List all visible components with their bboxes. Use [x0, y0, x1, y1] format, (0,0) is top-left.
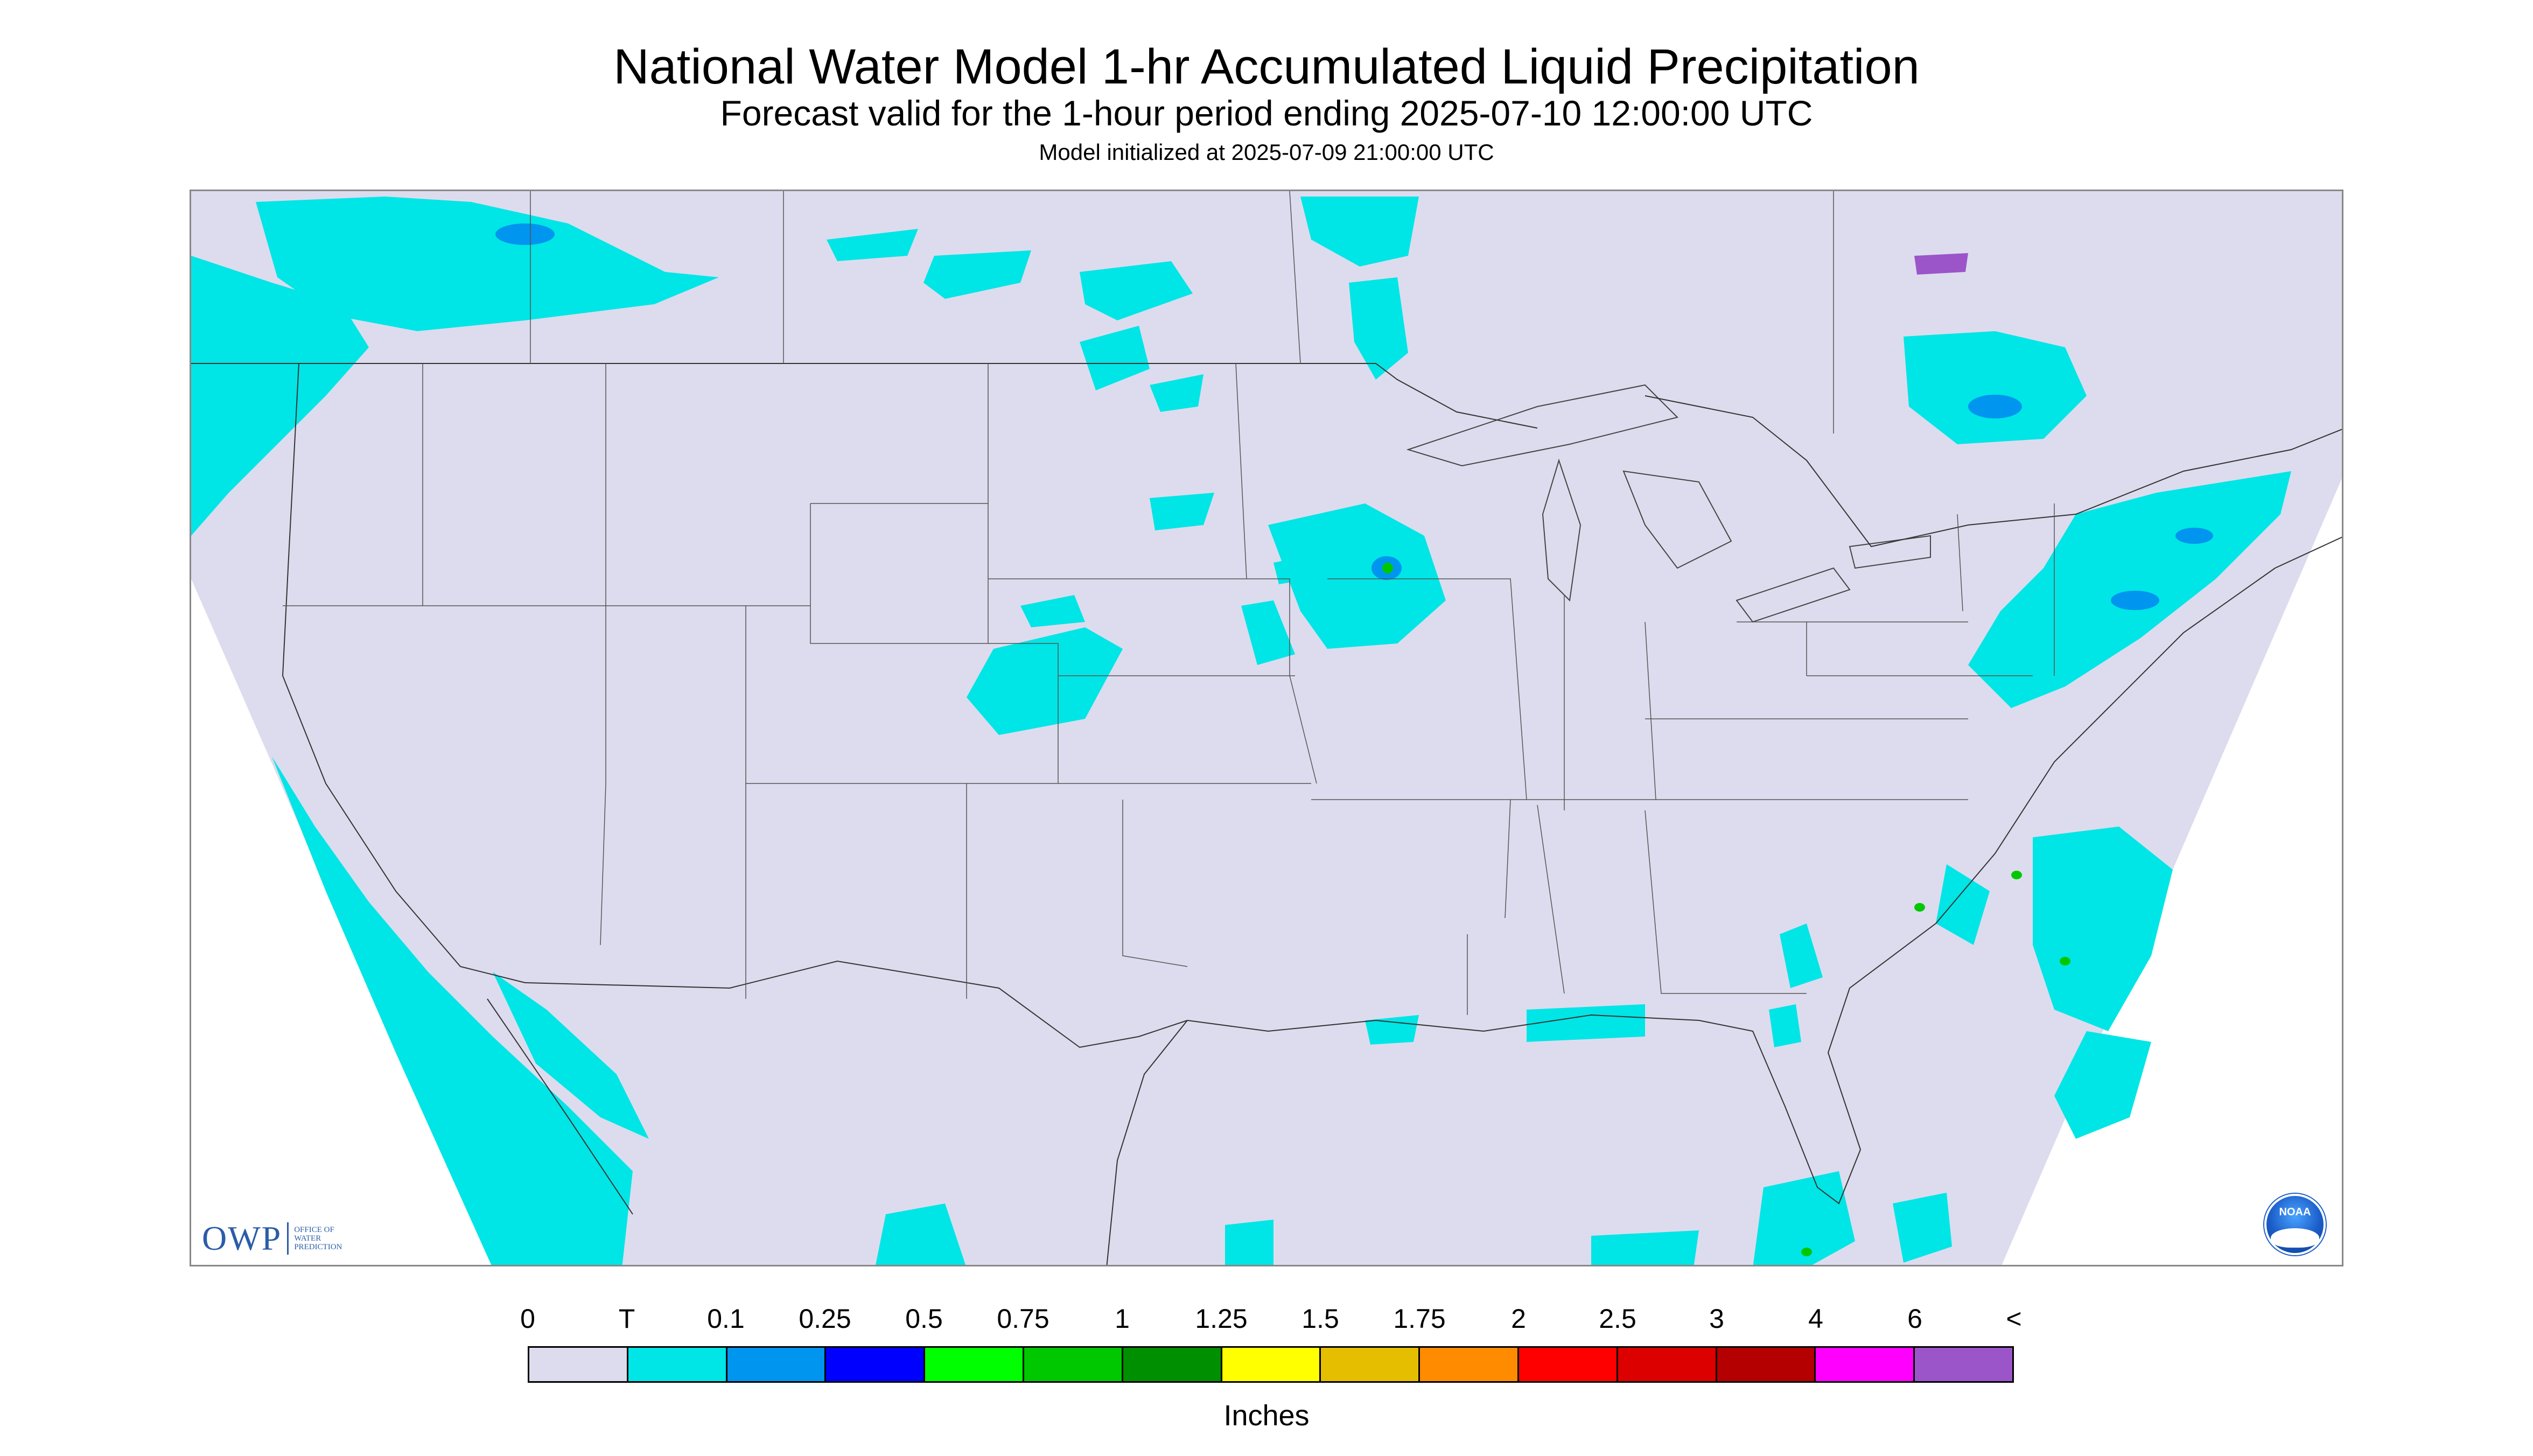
map-title: National Water Model 1-hr Accumulated Li… — [613, 39, 1920, 94]
model-init-note: Model initialized at 2025-07-09 21:00:00… — [1039, 139, 1494, 165]
lake-erie — [1736, 567, 1851, 623]
legend-swatch — [1618, 1348, 1717, 1381]
legend-swatch — [529, 1348, 628, 1381]
province-lines — [530, 191, 1834, 433]
legend-swatch — [1816, 1348, 1915, 1381]
forecast-valid-subtitle: Forecast valid for the 1-hour period end… — [720, 93, 1813, 133]
precip-area — [272, 757, 633, 1265]
precip-area — [967, 627, 1123, 735]
precip-area — [1300, 197, 1419, 267]
precip-area — [2033, 827, 2173, 1031]
precip-area — [1968, 395, 2022, 418]
owp-logo: OWP OFFICE OF WATER PREDICTION — [202, 1219, 342, 1258]
legend-tick-label: 3 — [1709, 1304, 1724, 1334]
precip-area — [493, 972, 649, 1139]
legend-tick-label: 1.75 — [1393, 1304, 1446, 1334]
lake-ontario — [1849, 535, 1931, 569]
legend-swatch — [1519, 1348, 1618, 1381]
legend-tick-label: 6 — [1907, 1304, 1922, 1334]
legend-swatch — [925, 1348, 1024, 1381]
legend-swatch — [1123, 1348, 1222, 1381]
precip-area — [1936, 864, 1990, 945]
owp-logo-mark: OWP — [202, 1219, 282, 1257]
precip-area — [827, 229, 918, 261]
legend-swatch — [1321, 1348, 1421, 1381]
lake-huron — [1622, 470, 1732, 569]
precip-area — [1268, 503, 1446, 649]
precip-area — [1365, 1015, 1419, 1045]
legend-swatch — [1420, 1348, 1519, 1381]
precip-area — [1349, 277, 1408, 380]
precip-area — [1150, 493, 1214, 530]
precip-area — [1225, 1220, 1274, 1265]
precip-area — [2011, 871, 2022, 879]
legend-swatch — [1222, 1348, 1321, 1381]
precip-area — [923, 250, 1031, 299]
legend-tick-label: 0 — [520, 1304, 535, 1334]
legend-swatch — [628, 1348, 727, 1381]
precip-area — [1020, 595, 1085, 627]
precip-area — [495, 223, 555, 245]
lake-superior — [1406, 384, 1678, 467]
owp-logo-text: OFFICE OF WATER PREDICTION — [294, 1226, 342, 1251]
precip-area — [1150, 374, 1203, 412]
state-lines — [283, 363, 2055, 1015]
precip-area — [1753, 1171, 1855, 1265]
legend-tick-label: 0.1 — [707, 1304, 745, 1334]
legend-tick-label: 1.25 — [1195, 1304, 1248, 1334]
precip-area — [191, 256, 369, 536]
precip-area — [1968, 471, 2291, 708]
legend-units: Inches — [1223, 1399, 1310, 1432]
map-canvas — [191, 191, 2342, 1265]
projection-mask-left — [191, 191, 492, 1265]
precip-area — [1914, 253, 1968, 275]
precip-area — [256, 197, 719, 331]
legend-swatch — [826, 1348, 926, 1381]
precip-area — [1591, 1230, 1699, 1265]
precip-area — [1769, 1004, 1801, 1047]
legend-tick-label: 1 — [1115, 1304, 1130, 1334]
owp-logo-divider — [287, 1222, 289, 1255]
legend-tick-label: 4 — [1808, 1304, 1823, 1334]
precip-area — [2111, 591, 2159, 610]
noaa-logo-icon: NOAA — [2264, 1194, 2326, 1255]
legend-swatch — [727, 1348, 827, 1381]
legend-tick-label: 0.5 — [905, 1304, 943, 1334]
lake-michigan — [1542, 458, 1582, 602]
legend-tick-label: T — [618, 1304, 635, 1334]
precip-area — [2054, 1031, 2151, 1139]
precip-area — [2060, 957, 2070, 965]
boundary-lines — [191, 363, 2342, 1265]
precip-area — [1780, 923, 1823, 988]
precip-area — [1382, 563, 1393, 573]
precip-area — [1080, 261, 1193, 320]
precip-area — [1914, 903, 1925, 912]
precip-area — [2175, 528, 2213, 544]
precip-area — [1527, 1004, 1645, 1042]
precip-area — [1801, 1248, 1812, 1256]
precip-area — [1893, 1193, 1952, 1263]
precip-area — [1080, 326, 1150, 390]
legend-tick-label: 2 — [1511, 1304, 1526, 1334]
precip-area — [1241, 600, 1295, 665]
legend-tick-labels: 0 T 0.1 0.25 0.5 0.75 1 1.25 1.5 1.75 2 2.5 3 4 6 < — [520, 1303, 2022, 1341]
legend-tick-label: < — [2006, 1304, 2022, 1334]
legend-tick-label: 2.5 — [1599, 1304, 1636, 1334]
legend-swatch — [1024, 1348, 1123, 1381]
precip-area — [876, 1203, 965, 1265]
precip-area — [1904, 331, 2087, 444]
legend-tick-label: 0.75 — [997, 1304, 1049, 1334]
legend-tick-label: 0.25 — [799, 1304, 851, 1334]
legend-color-bar — [528, 1346, 2014, 1383]
legend-swatch — [1717, 1348, 1816, 1381]
precipitation-map: OWP OFFICE OF WATER PREDICTION NOAA — [190, 190, 2343, 1266]
legend-swatch — [1915, 1348, 2012, 1381]
legend-tick-label: 1.5 — [1302, 1304, 1339, 1334]
